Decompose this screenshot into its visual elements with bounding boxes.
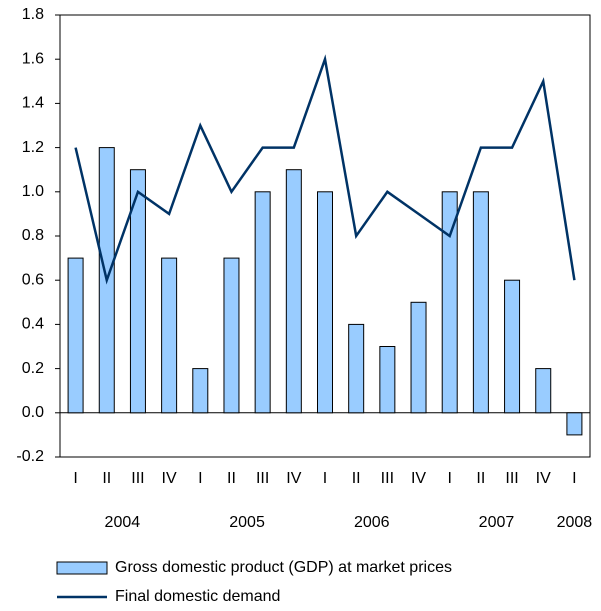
y-tick-label: 1.4 [22, 95, 44, 112]
bar [379, 346, 396, 414]
y-tick-label: 1.8 [22, 6, 44, 23]
bar [441, 191, 458, 414]
bar [67, 257, 84, 414]
bar [129, 169, 146, 414]
bar [535, 368, 552, 414]
bar [223, 257, 240, 414]
legend-label: Gross domestic product (GDP) at market p… [115, 559, 452, 576]
x-tick-label: III [505, 470, 518, 487]
x-tick-label: I [73, 470, 77, 487]
x-tick-label: IV [536, 470, 551, 487]
bar [285, 169, 302, 414]
x-tick-label: II [476, 470, 485, 487]
bar [566, 412, 583, 436]
bar [348, 323, 365, 414]
x-tick-label: I [572, 470, 576, 487]
y-tick-label: -0.2 [16, 448, 44, 465]
year-label: 2008 [557, 514, 593, 531]
bar [161, 257, 178, 414]
x-tick-label: II [102, 470, 111, 487]
year-label: 2004 [105, 514, 141, 531]
x-tick-label: II [227, 470, 236, 487]
x-tick-label: IV [286, 470, 301, 487]
y-tick-label: 1.0 [22, 183, 44, 200]
year-label: 2005 [229, 514, 265, 531]
y-tick-label: 0.2 [22, 360, 44, 377]
y-tick-label: 1.6 [22, 50, 44, 67]
bar [192, 368, 209, 414]
x-tick-label: IV [162, 470, 177, 487]
line [74, 54, 576, 285]
bar [317, 191, 333, 414]
y-tick-label: 0.0 [22, 404, 44, 421]
x-tick-label: I [447, 470, 451, 487]
x-tick-label: IV [411, 470, 426, 487]
y-tick-label: 0.8 [22, 227, 44, 244]
x-tick-label: III [131, 470, 144, 487]
x-tick-label: III [381, 470, 394, 487]
x-tick-label: II [352, 470, 361, 487]
bar [254, 191, 271, 414]
bar [472, 191, 489, 414]
year-label: 2006 [354, 514, 390, 531]
x-tick-label: I [198, 470, 202, 487]
x-tick-label: I [323, 470, 327, 487]
legend-swatch [56, 561, 108, 575]
year-label: 2007 [479, 514, 515, 531]
y-tick-label: 0.6 [22, 271, 44, 288]
y-tick-label: 1.2 [22, 139, 44, 156]
bar [504, 279, 521, 414]
legend-label: Final domestic demand [115, 588, 280, 605]
bar [410, 301, 427, 414]
y-tick-label: 0.4 [22, 316, 44, 333]
x-tick-label: III [256, 470, 269, 487]
